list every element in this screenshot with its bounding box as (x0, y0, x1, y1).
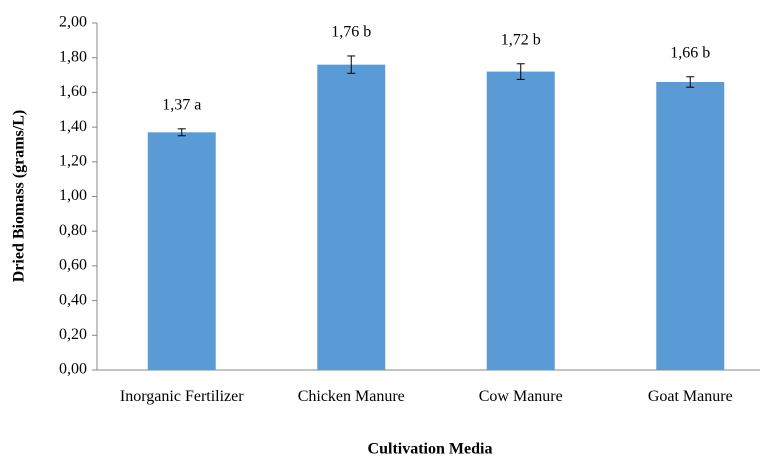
x-tick-label: Inorganic Fertilizer (119, 388, 244, 405)
y-tick-label: 0,60 (59, 257, 87, 274)
error-bar (177, 128, 186, 137)
x-axis-title: Cultivation Media (368, 441, 493, 458)
x-tick-label: Chicken Manure (297, 388, 405, 405)
y-tick-label: 0,40 (59, 291, 87, 308)
bar (317, 64, 386, 370)
y-tick-label: 0,00 (59, 361, 87, 378)
error-bar (347, 55, 356, 74)
y-axis-title: Dried Biomass (grams/L) (11, 110, 28, 282)
y-tick-label: 1,60 (59, 83, 87, 100)
data-label: 1,72 b (501, 31, 541, 48)
x-tick-label: Goat Manure (647, 388, 733, 405)
error-bar (686, 76, 695, 88)
y-tick-label: 2,00 (59, 14, 87, 31)
data-label: 1,76 b (331, 24, 371, 41)
y-tick-label: 1,20 (59, 152, 87, 169)
data-label: 1,66 b (670, 44, 710, 61)
bar (147, 132, 216, 370)
bar (486, 71, 555, 370)
bar (656, 81, 725, 371)
y-tick-label: 1,40 (59, 118, 87, 135)
error-bar (516, 63, 525, 80)
x-tick-label: Cow Manure (478, 388, 563, 405)
y-tick-label: 0,20 (59, 326, 87, 343)
y-tick-label: 0,80 (59, 222, 87, 239)
data-label: 1,37 a (162, 97, 201, 114)
y-tick-label: 1,80 (59, 48, 87, 65)
y-tick-label: 1,00 (59, 187, 87, 204)
